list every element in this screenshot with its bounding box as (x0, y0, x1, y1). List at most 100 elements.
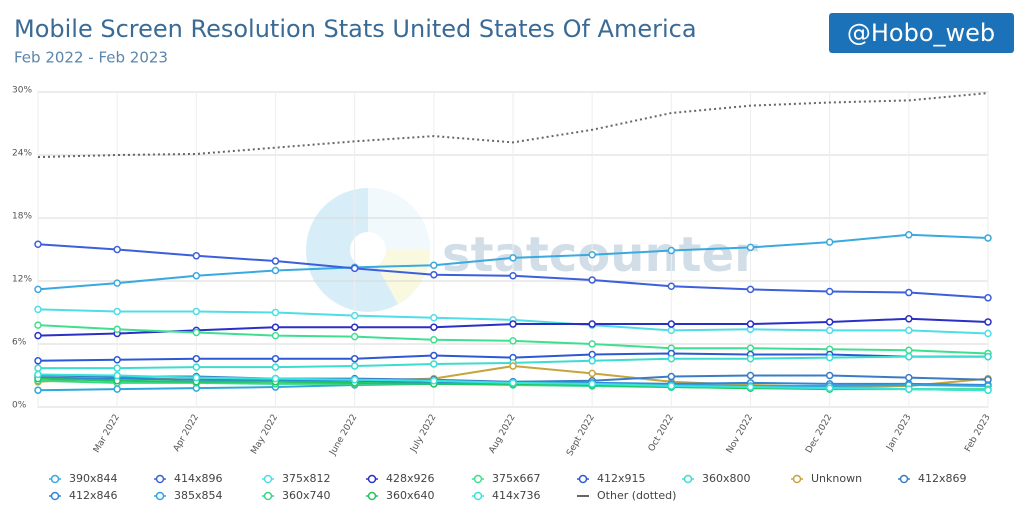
point (430, 336, 438, 344)
point (34, 321, 42, 329)
point (192, 307, 201, 316)
y-tick-label: 12% (12, 275, 32, 285)
point (825, 238, 834, 246)
x-tick-label: Aug 2022 (487, 413, 517, 456)
point (192, 272, 201, 280)
badge-box (829, 13, 1014, 53)
legend-marker (683, 474, 693, 484)
legend-marker (263, 491, 273, 501)
point (588, 276, 596, 284)
legend-item[interactable]: 390x844 (49, 472, 118, 485)
badge[interactable]: @Hobo_web (847, 19, 995, 47)
x-tick-label: Apr 2022 (172, 413, 201, 454)
point (509, 362, 517, 370)
y-tick-label: 6% (12, 338, 27, 348)
point (192, 363, 201, 371)
point (34, 357, 42, 365)
point (113, 356, 121, 364)
legend-marker (50, 491, 60, 501)
legend-item[interactable]: 360x800 (682, 472, 751, 485)
point (430, 360, 438, 368)
point (905, 231, 913, 239)
legend-item[interactable]: 360x740 (262, 489, 331, 502)
point (271, 331, 280, 340)
point (509, 320, 517, 328)
point (113, 279, 121, 287)
legend-label: 428x926 (386, 472, 435, 485)
point (825, 287, 834, 296)
legend-item[interactable]: Other (dotted) (577, 489, 676, 502)
point (667, 372, 676, 381)
point (271, 363, 280, 371)
legend-label: Unknown (811, 472, 862, 485)
point (192, 354, 201, 363)
x-tick-label: June 2022 (328, 413, 360, 458)
legend-item[interactable]: 428x926 (366, 472, 435, 485)
legend-label: 412x846 (69, 489, 118, 502)
point (271, 354, 280, 363)
point (271, 257, 280, 265)
legend-marker (578, 474, 588, 484)
point (430, 270, 438, 279)
point (430, 377, 438, 385)
point (905, 288, 913, 297)
point (667, 382, 676, 390)
point (271, 323, 280, 331)
point (509, 379, 517, 387)
point (667, 282, 676, 290)
point (271, 308, 280, 317)
point (588, 380, 596, 388)
legend-label: 375x667 (492, 472, 541, 485)
point (192, 252, 201, 260)
point (113, 245, 121, 254)
x-tick-label: Feb 2023 (963, 413, 993, 454)
point (984, 234, 992, 242)
legend-marker (473, 474, 483, 484)
legend-marker (367, 474, 377, 484)
legend-item[interactable]: 414x896 (154, 472, 223, 485)
legend-item[interactable]: 375x812 (262, 472, 331, 485)
legend-marker (792, 474, 802, 484)
point (746, 243, 755, 252)
point (430, 351, 438, 360)
x-tick-label: Nov 2022 (725, 413, 755, 456)
x-tick-label: Jan 2023 (885, 413, 914, 453)
legend-item[interactable]: 375x667 (472, 472, 541, 485)
point (350, 354, 359, 363)
y-tick-label: 18% (12, 212, 32, 222)
point (984, 386, 992, 394)
point (34, 370, 42, 379)
legend-marker (263, 474, 273, 484)
point (588, 357, 596, 365)
watermark-logo (306, 188, 430, 312)
point (746, 320, 755, 328)
legend-item[interactable]: 412x869 (898, 472, 967, 485)
point (192, 328, 201, 337)
point (667, 326, 676, 335)
point (509, 254, 517, 262)
point (984, 352, 992, 361)
x-tick-label: Mar 2022 (92, 413, 122, 455)
legend-item[interactable]: 412x846 (49, 489, 118, 502)
point (34, 386, 42, 394)
chart-subtitle: Feb 2022 - Feb 2023 (14, 49, 168, 67)
point (746, 354, 755, 363)
legend-label: 360x800 (702, 472, 751, 485)
point (430, 314, 438, 322)
legend-item[interactable]: 360x640 (366, 489, 435, 502)
point (984, 329, 992, 338)
point (34, 305, 42, 314)
legend-item[interactable]: 414x736 (472, 489, 541, 502)
legend-label: 390x844 (69, 472, 118, 485)
legend-item[interactable]: 385x854 (154, 489, 223, 502)
point (825, 318, 834, 326)
point (113, 307, 121, 316)
point (905, 346, 913, 355)
point (34, 364, 42, 372)
legend-marker (367, 491, 377, 501)
y-tick-label: 30% (12, 86, 32, 96)
legend-item[interactable]: Unknown (791, 472, 862, 485)
x-tick-label: Dec 2022 (804, 413, 834, 455)
legend-item[interactable]: 412x915 (577, 472, 646, 485)
